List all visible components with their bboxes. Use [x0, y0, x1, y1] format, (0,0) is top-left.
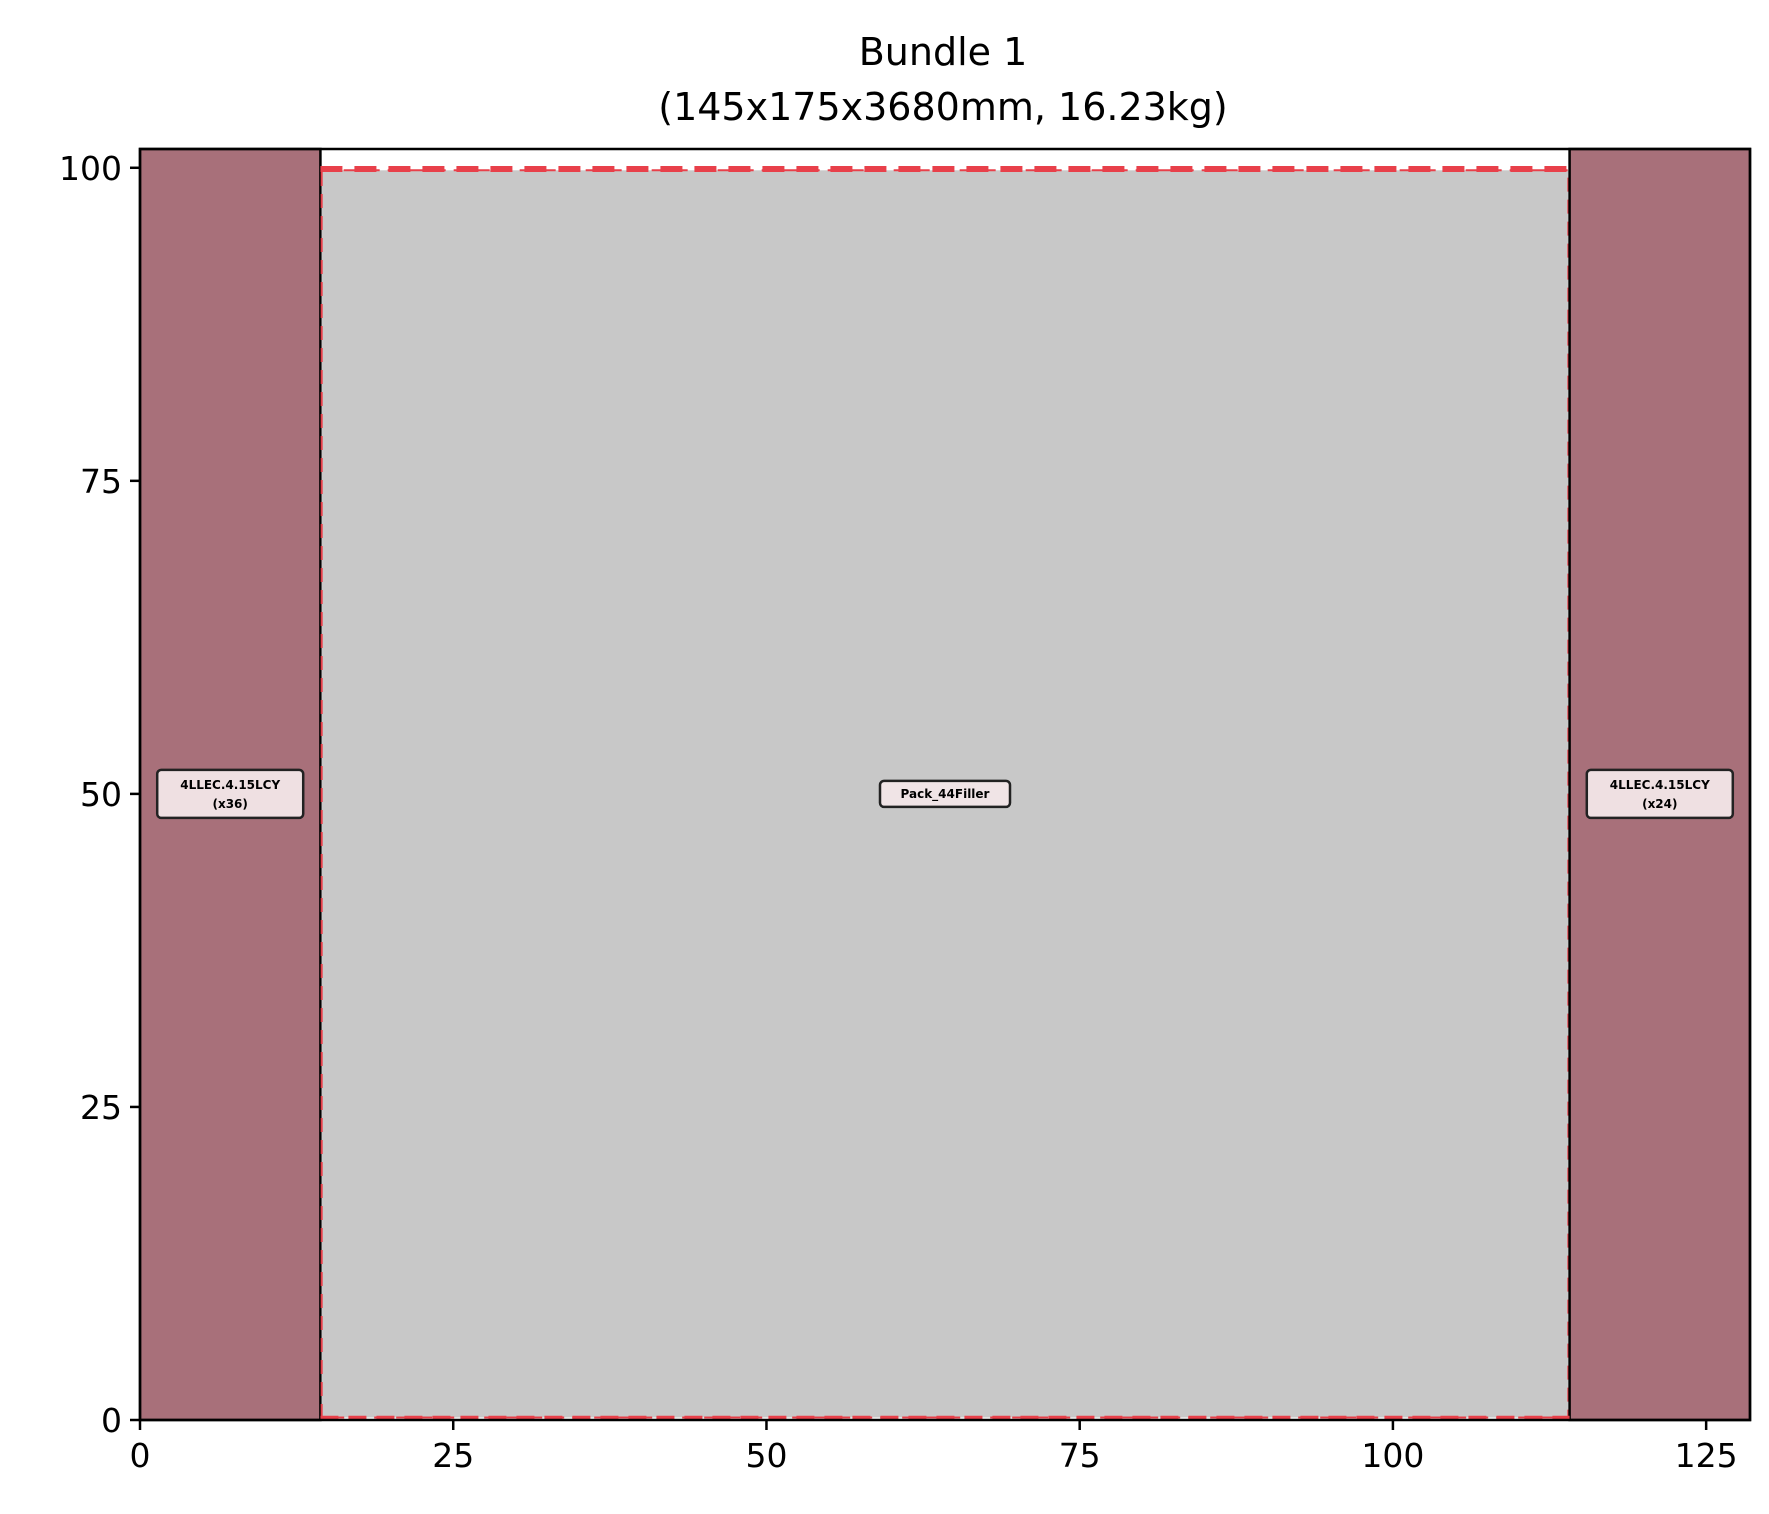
x-tick-label: 75: [1059, 1436, 1101, 1475]
region-label-2: Pack_44Filler: [901, 787, 990, 802]
region-label-3: 4LLEC.4.15LCY: [1610, 778, 1710, 792]
region-count-3: (x24): [1642, 797, 1677, 811]
y-tick-label: 50: [80, 775, 122, 814]
y-axis: 0 25 50 75 100: [59, 149, 140, 1440]
x-tick-label: 25: [432, 1436, 474, 1475]
x-tick-label: 100: [1361, 1436, 1424, 1475]
region-label-1: 4LLEC.4.15LCY: [180, 778, 280, 792]
plot-area: 4LLEC.4.15LCY (x36) Pack_44Filler 4LLEC.4.1…: [138, 147, 1752, 1422]
x-tick-label: 0: [130, 1436, 151, 1475]
y-tick-label: 75: [80, 462, 122, 501]
chart-title: Bundle 1: [859, 30, 1028, 74]
region-label-box-1: [155, 768, 305, 820]
y-tick-label: 25: [80, 1088, 122, 1127]
chart-subtitle: (145x175x3680mm, 16.23kg): [658, 85, 1228, 129]
x-tick-label: 125: [1675, 1436, 1738, 1475]
region-count-1: (x36): [212, 797, 247, 811]
y-tick-label: 100: [59, 149, 122, 188]
plot-border: [138, 147, 1752, 1422]
x-axis: 0 25 50 75 100 125: [130, 1420, 1738, 1475]
region-label-box-3: [1585, 768, 1735, 820]
x-tick-label: 50: [745, 1436, 787, 1475]
region-label-box-2: [878, 779, 1012, 809]
y-tick-label: 0: [101, 1401, 122, 1440]
